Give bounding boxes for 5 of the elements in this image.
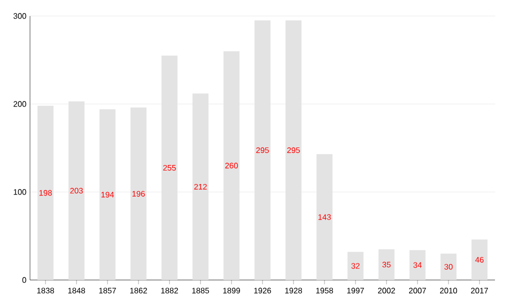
bar	[348, 252, 364, 280]
bar	[378, 249, 395, 280]
bar	[472, 240, 488, 280]
bar	[440, 254, 457, 280]
bar	[410, 250, 426, 280]
